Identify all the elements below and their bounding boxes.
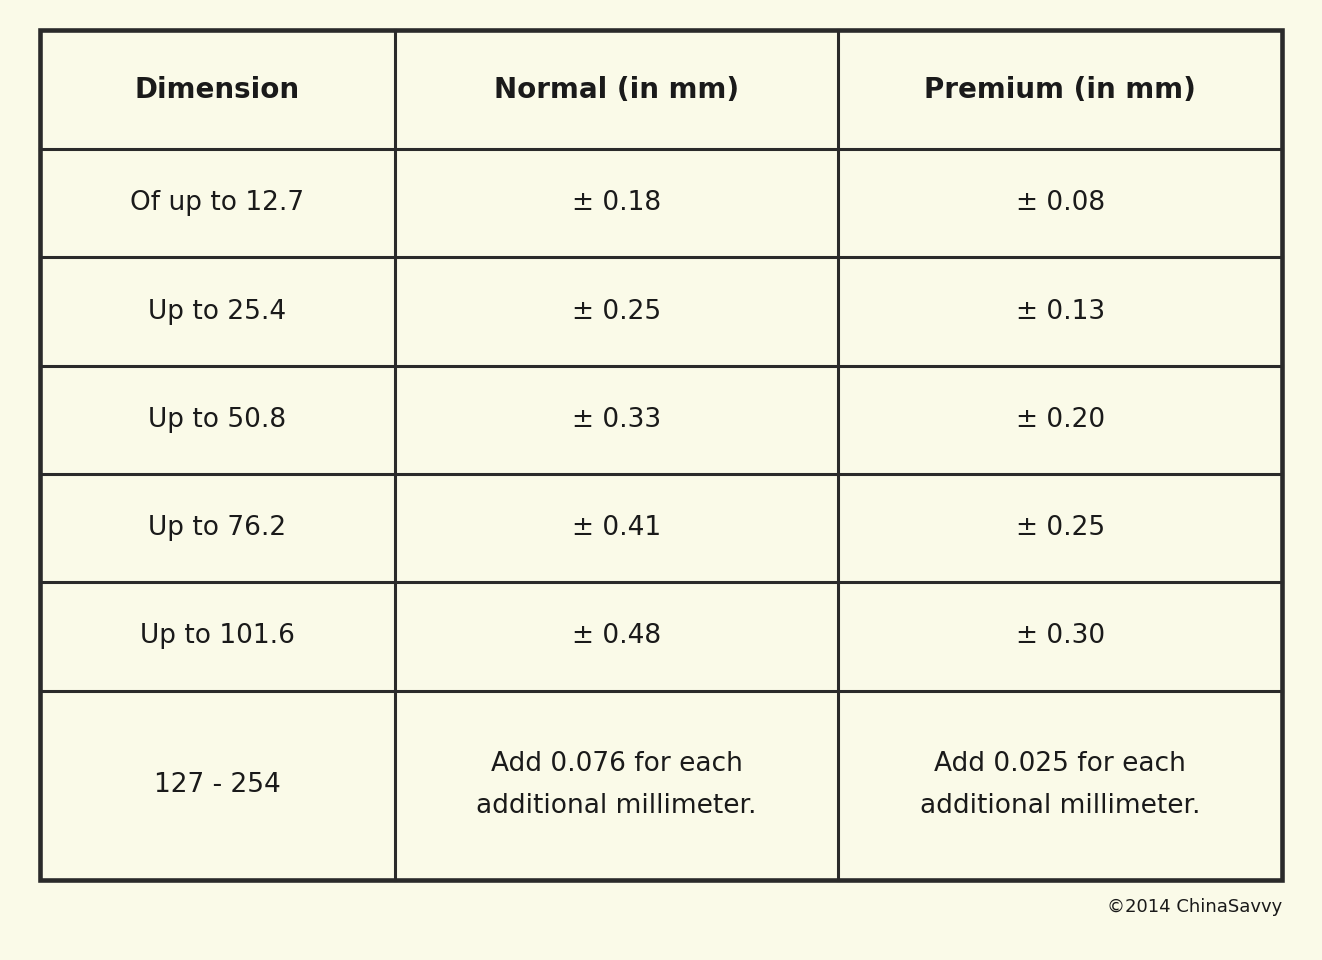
Text: Up to 101.6: Up to 101.6 bbox=[140, 623, 295, 649]
Text: Of up to 12.7: Of up to 12.7 bbox=[131, 190, 304, 216]
Text: ± 0.18: ± 0.18 bbox=[572, 190, 661, 216]
Text: Normal (in mm): Normal (in mm) bbox=[494, 76, 739, 104]
Text: ± 0.48: ± 0.48 bbox=[572, 623, 661, 649]
Text: Up to 25.4: Up to 25.4 bbox=[148, 299, 287, 324]
Text: Dimension: Dimension bbox=[135, 76, 300, 104]
Text: Premium (in mm): Premium (in mm) bbox=[924, 76, 1196, 104]
Text: ©2014 ChinaSavvy: ©2014 ChinaSavvy bbox=[1107, 898, 1282, 916]
Text: ± 0.30: ± 0.30 bbox=[1015, 623, 1105, 649]
Text: Up to 76.2: Up to 76.2 bbox=[148, 516, 287, 541]
Text: Add 0.025 for each
additional millimeter.: Add 0.025 for each additional millimeter… bbox=[920, 752, 1200, 819]
Text: ± 0.41: ± 0.41 bbox=[572, 516, 661, 541]
Text: ± 0.13: ± 0.13 bbox=[1015, 299, 1105, 324]
Text: 127 - 254: 127 - 254 bbox=[155, 772, 280, 799]
Bar bbox=[40, 30, 1282, 880]
Text: Add 0.076 for each
additional millimeter.: Add 0.076 for each additional millimeter… bbox=[476, 752, 758, 819]
Text: ± 0.25: ± 0.25 bbox=[1015, 516, 1105, 541]
Text: Up to 50.8: Up to 50.8 bbox=[148, 407, 287, 433]
Text: ± 0.20: ± 0.20 bbox=[1015, 407, 1105, 433]
Text: ± 0.33: ± 0.33 bbox=[572, 407, 661, 433]
Text: ± 0.25: ± 0.25 bbox=[572, 299, 661, 324]
Text: ± 0.08: ± 0.08 bbox=[1015, 190, 1105, 216]
